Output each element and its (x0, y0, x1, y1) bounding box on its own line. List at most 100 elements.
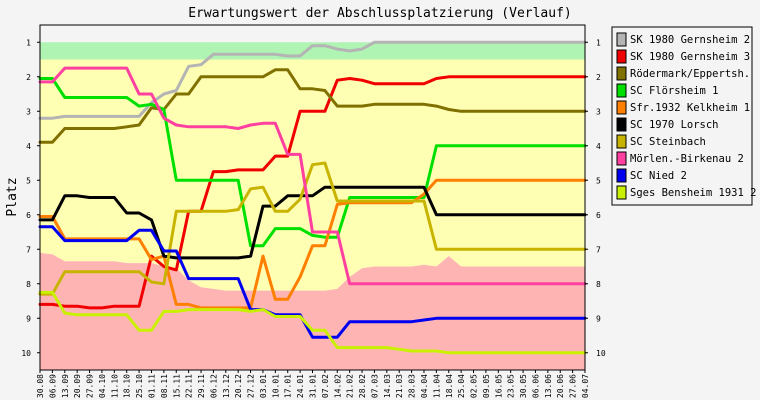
y-tick-label-right: 6 (596, 211, 601, 220)
legend-swatch (616, 100, 627, 115)
y-axis-right: 1 2 3 4 5 6 7 8 9 10 (585, 38, 606, 358)
x-tick-label: 18.04 (445, 374, 454, 398)
legend-swatch (616, 168, 627, 183)
legend-swatch (616, 49, 627, 64)
x-tick-label: 23.05 (507, 374, 516, 398)
x-tick-label: 14.03 (383, 374, 392, 398)
y-tick-label-left: 7 (26, 245, 31, 254)
series-line-1 (38, 40, 587, 120)
x-tick-label: 04.07 (581, 374, 590, 398)
legend-label: Rödermark/Eppertsh. (630, 68, 750, 80)
y-tick-label-left: 9 (26, 314, 31, 323)
legend-label: Sfr.1932 Kelkheim 1 (630, 102, 750, 114)
legend-label: SK 1980 Gernsheim 2 (630, 34, 750, 46)
y-tick-label-left: 2 (26, 73, 31, 82)
x-tick-label: 29.11 (197, 374, 206, 398)
x-tick-label: 20.12 (234, 374, 243, 398)
legend-swatch (616, 151, 627, 166)
y-tick-label-left: 6 (26, 211, 31, 220)
y-tick-label-right: 7 (596, 245, 601, 254)
legend: SK 1980 Gernsheim 2 SK 1980 Gernsheim 3 Rö… (611, 26, 756, 206)
legend-label: Sges Bensheim 1931 2 (630, 187, 756, 199)
x-tick-label: 21.02 (346, 374, 355, 398)
x-tick-label: 17.01 (284, 374, 293, 398)
y-tick-label-right: 10 (596, 349, 606, 358)
y-tick-label-left: 4 (26, 142, 31, 151)
legend-swatch (616, 32, 627, 47)
chart-title: Erwartungswert der Abschlussplatzierung … (188, 6, 572, 21)
x-tick-label: 20.09 (73, 374, 82, 398)
series-line-6 (38, 185, 587, 260)
band-yellow (40, 59, 585, 291)
series-line-9 (38, 225, 587, 339)
y-tick-label-right: 9 (596, 314, 601, 323)
band-green (40, 42, 585, 60)
x-tick-label: 07.03 (370, 374, 379, 398)
y-tick-label-right: 1 (596, 38, 601, 47)
x-tick-label: 13.09 (61, 374, 70, 398)
x-tick-label: 14.02 (333, 374, 342, 398)
legend-label: SK 1980 Gernsheim 3 (630, 51, 750, 63)
x-tick-label: 07.02 (321, 374, 330, 398)
series-line-7 (38, 161, 587, 296)
legend-swatch (616, 117, 627, 132)
x-tick-label: 13.12 (222, 374, 231, 398)
x-tick-label: 27.06 (569, 374, 578, 398)
series-line-3 (38, 68, 587, 144)
x-tick-label: 15.11 (172, 374, 181, 398)
x-tick-label: 20.06 (556, 374, 565, 398)
legend-swatch (616, 134, 627, 149)
x-tick-label: 25.04 (457, 374, 466, 398)
y-tick-label-left: 3 (26, 107, 31, 116)
x-tick-label: 30.05 (519, 374, 528, 398)
x-tick-label: 10.01 (271, 374, 280, 398)
band-red (40, 252, 585, 370)
x-tick-label: 04.04 (420, 374, 429, 398)
x-tick-label: 31.01 (309, 374, 318, 398)
series-line-8 (38, 66, 587, 286)
series-line-10 (38, 290, 587, 355)
legend-label: SC Flörsheim 1 (630, 85, 719, 97)
x-tick-label: 24.01 (296, 374, 305, 398)
x-tick-label: 01.11 (148, 374, 157, 398)
legend-swatch (616, 83, 627, 98)
x-tick-label: 18.10 (123, 374, 132, 398)
y-tick-label-right: 3 (596, 107, 601, 116)
y-axis-left: 1 2 3 4 5 6 7 8 9 10 (21, 38, 40, 358)
y-tick-label-left: 1 (26, 38, 31, 47)
legend-swatch (616, 185, 627, 200)
plot-lines (38, 40, 587, 355)
x-tick-label: 28.02 (358, 374, 367, 398)
x-tick-label: 22.11 (185, 374, 194, 398)
x-tick-label: 09.05 (482, 374, 491, 398)
x-tick-label: 30.08 (36, 374, 45, 398)
x-tick-label: 06.06 (532, 374, 541, 398)
x-axis: 30.08 06.09 13.09 20.09 27.09 04.10 11.10 18.10… (36, 370, 590, 398)
legend-label: SC 1970 Lorsch (630, 119, 719, 131)
x-tick-label: 04.10 (98, 374, 107, 398)
legend-box (611, 26, 753, 206)
x-tick-label: 25.10 (135, 374, 144, 398)
x-tick-label: 21.03 (395, 374, 404, 398)
x-tick-label: 27.09 (86, 374, 95, 398)
x-tick-label: 08.11 (160, 374, 169, 398)
y-tick-label-right: 4 (596, 142, 601, 151)
x-tick-label: 28.03 (408, 374, 417, 398)
x-tick-label: 02.05 (470, 374, 479, 398)
x-tick-label: 11.10 (110, 374, 119, 398)
series-line-4 (38, 77, 587, 248)
legend-label: Mörlen.-Birkenau 2 (630, 153, 744, 165)
y-axis-label: Platz (5, 177, 20, 216)
y-tick-label-right: 8 (596, 280, 601, 289)
x-tick-label: 27.12 (247, 374, 256, 398)
x-tick-label: 16.05 (494, 374, 503, 398)
legend-label: SC Steinbach (630, 136, 706, 148)
x-tick-label: 11.04 (432, 374, 441, 398)
y-tick-label-left: 10 (21, 349, 31, 358)
legend-label: SC Nied 2 (630, 170, 687, 182)
y-tick-label-left: 8 (26, 280, 31, 289)
x-tick-label: 06.09 (48, 374, 57, 398)
y-tick-label-right: 2 (596, 73, 601, 82)
